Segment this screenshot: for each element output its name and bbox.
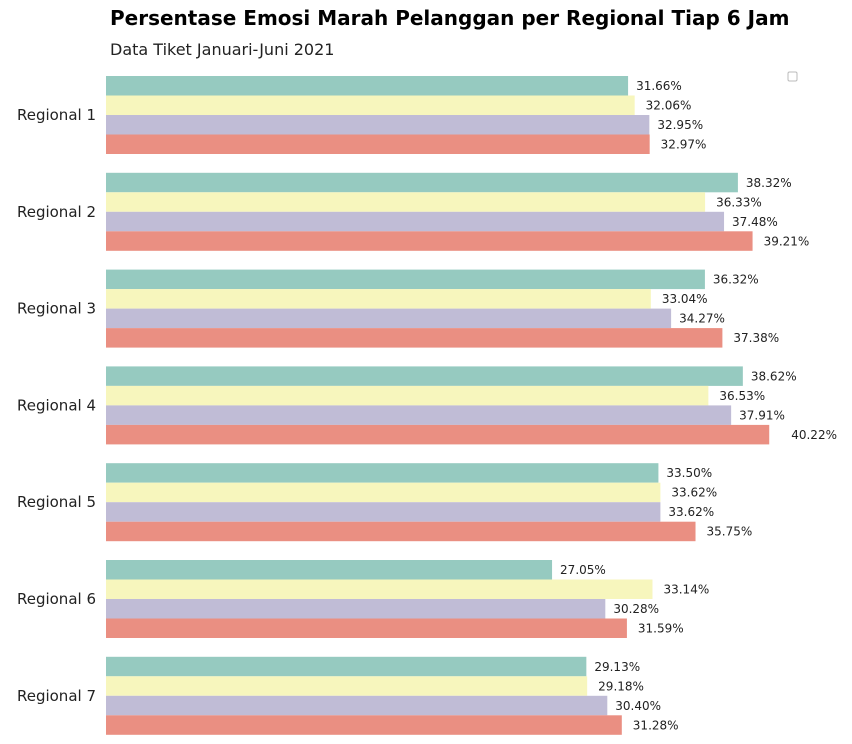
bar — [106, 715, 622, 735]
bar — [106, 599, 606, 619]
bar — [106, 231, 753, 251]
data-label: 37.48% — [732, 215, 778, 229]
legend-box — [787, 71, 798, 82]
bar — [106, 424, 770, 445]
data-label: 27.05% — [560, 563, 606, 577]
bar — [106, 76, 629, 96]
bar — [106, 269, 705, 290]
data-label: 32.95% — [657, 118, 703, 132]
chart-subtitle: Data Tiket Januari-Juni 2021 — [110, 40, 335, 59]
data-label: 35.75% — [707, 525, 753, 539]
data-label: 33.62% — [668, 505, 714, 519]
bar — [106, 482, 661, 503]
bar — [106, 385, 709, 406]
data-label: 33.62% — [671, 486, 717, 500]
data-label: 37.91% — [739, 408, 785, 422]
bar — [106, 328, 723, 348]
bar — [106, 115, 650, 135]
data-label: 36.33% — [716, 195, 762, 209]
data-label: 36.32% — [713, 273, 759, 287]
data-label: 31.28% — [633, 718, 679, 732]
data-label: 37.38% — [733, 331, 779, 345]
chart-title: Persentase Emosi Marah Pelanggan per Reg… — [110, 6, 790, 30]
data-label: 29.18% — [598, 679, 644, 693]
data-label: 29.13% — [594, 660, 640, 674]
bar — [106, 366, 743, 386]
category-label: Regional 1 — [17, 106, 96, 124]
data-label: 33.14% — [663, 583, 709, 597]
bar — [106, 676, 588, 696]
category-label: Regional 2 — [17, 203, 96, 221]
category-label: Regional 7 — [17, 687, 96, 705]
data-label: 40.22% — [791, 428, 837, 442]
category-label: Regional 3 — [17, 300, 96, 318]
bar — [106, 579, 653, 599]
category-label: Regional 4 — [17, 396, 96, 414]
bar — [106, 463, 659, 483]
data-label: 30.28% — [613, 602, 659, 616]
data-label: 38.32% — [746, 176, 792, 190]
data-label: 34.27% — [679, 312, 725, 326]
bar — [106, 560, 553, 580]
data-label: 31.59% — [638, 622, 684, 636]
bar — [106, 405, 732, 425]
category-label: Regional 5 — [17, 493, 96, 511]
bar — [106, 695, 608, 716]
bar — [106, 211, 725, 232]
bar — [106, 192, 706, 212]
data-label: 31.66% — [636, 79, 682, 93]
data-label: 38.62% — [751, 369, 797, 383]
data-label: 33.50% — [666, 466, 712, 480]
data-label: 32.97% — [661, 138, 707, 152]
data-label: 33.04% — [662, 292, 708, 306]
data-label: 30.40% — [615, 699, 661, 713]
bar — [106, 618, 627, 638]
bar — [106, 656, 587, 677]
bar — [106, 134, 650, 154]
data-label: 39.21% — [764, 234, 810, 248]
bar — [106, 172, 738, 193]
data-label: 36.53% — [719, 389, 765, 403]
bar — [106, 95, 635, 115]
data-label: 32.06% — [646, 99, 692, 113]
bar — [106, 521, 696, 542]
bar — [106, 502, 661, 522]
category-label: Regional 6 — [17, 590, 96, 608]
bar — [106, 289, 651, 309]
bar — [106, 308, 672, 329]
